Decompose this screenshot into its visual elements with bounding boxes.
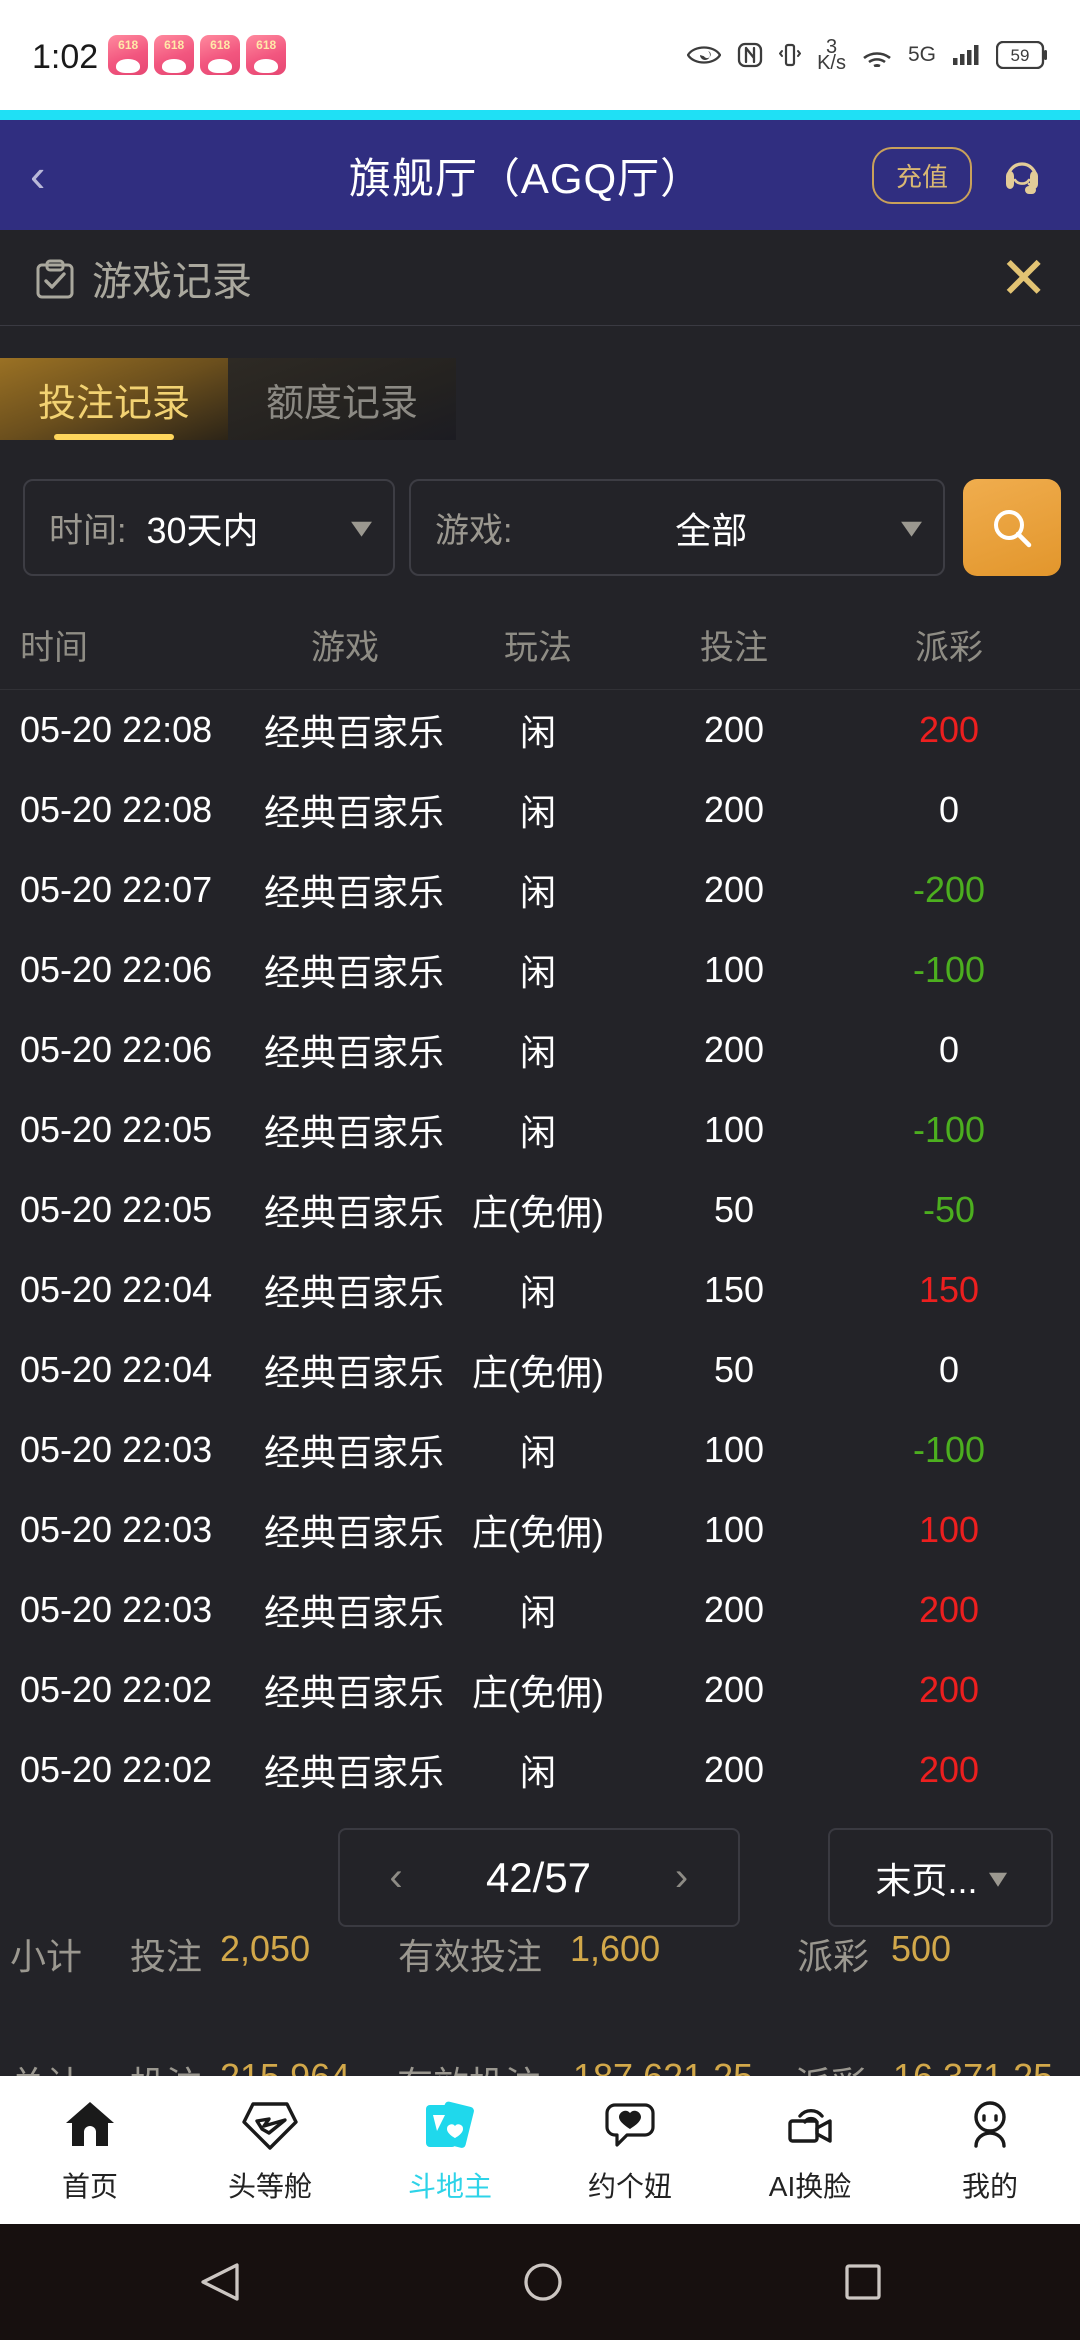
svg-text:59: 59 — [1011, 46, 1030, 65]
